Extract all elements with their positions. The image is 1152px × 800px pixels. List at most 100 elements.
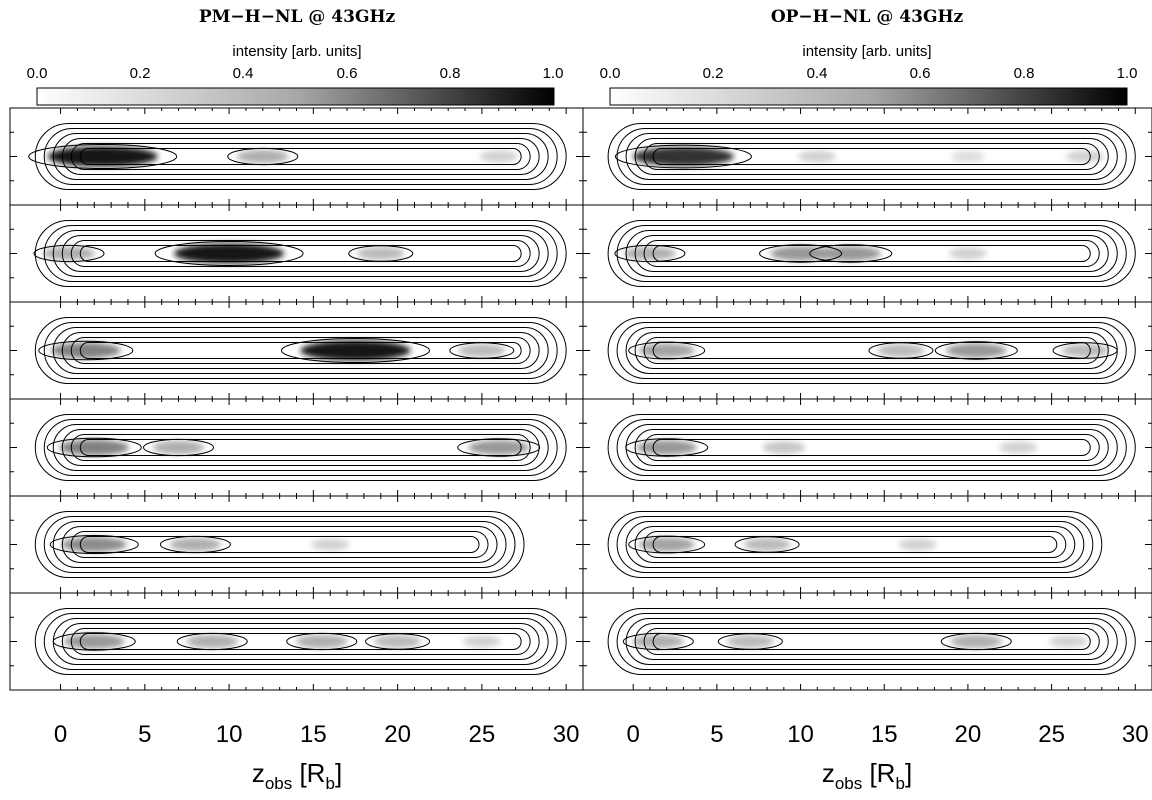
colorbar-tick-label: 0.2 bbox=[703, 65, 724, 82]
contour-line bbox=[940, 632, 1012, 651]
contour-line bbox=[52, 230, 549, 277]
x-tick-label: 15 bbox=[300, 721, 327, 748]
intensity-blob bbox=[638, 343, 695, 358]
intensity-blob bbox=[636, 440, 697, 455]
contour-line bbox=[634, 623, 1109, 660]
contour-line bbox=[868, 342, 934, 359]
right-colorbar-ticks: 0.0 0.2 0.4 0.6 0.8 1.0 bbox=[600, 65, 1138, 82]
x-tick-label: 20 bbox=[955, 721, 982, 748]
left-chart-title: PM−H−NL @ 43GHz bbox=[199, 7, 396, 27]
panel-ticks bbox=[583, 593, 1152, 690]
contour-line bbox=[28, 144, 178, 169]
intensity-blob bbox=[877, 344, 925, 357]
x-tick-label: 25 bbox=[469, 721, 496, 748]
intensity-blob bbox=[468, 440, 529, 455]
contour-line bbox=[652, 148, 1091, 165]
right-chart-title: OP−H−NL @ 43GHz bbox=[771, 7, 964, 27]
panel-ticks bbox=[10, 593, 583, 690]
intensity-blob bbox=[798, 150, 837, 163]
contour-line bbox=[809, 244, 893, 263]
intensity-blob bbox=[1066, 150, 1105, 163]
intensity-blob bbox=[946, 343, 1007, 358]
intensity-blob bbox=[174, 243, 285, 264]
contour-line bbox=[70, 531, 489, 558]
panel-ticks bbox=[583, 205, 1152, 302]
intensity-blob bbox=[43, 246, 95, 261]
contour-line bbox=[652, 342, 1091, 359]
x-tick-label: 5 bbox=[710, 721, 723, 748]
intensity-blob bbox=[357, 247, 405, 260]
map-panel bbox=[9, 398, 584, 497]
contour-line bbox=[457, 438, 541, 457]
map-panel bbox=[582, 107, 1152, 206]
contour-line bbox=[348, 245, 414, 262]
colorbar-tick-label: 1.0 bbox=[1117, 65, 1138, 82]
intensity-blob bbox=[169, 537, 222, 552]
intensity-blob bbox=[311, 538, 350, 551]
intensity-blob bbox=[458, 344, 506, 357]
panel-frame bbox=[9, 204, 584, 303]
contour-line bbox=[607, 317, 1136, 384]
contour-line bbox=[38, 340, 134, 361]
x-tick-label: 30 bbox=[553, 721, 580, 748]
intensity-blob bbox=[948, 247, 987, 260]
intensity-blob bbox=[51, 342, 121, 359]
contour-line bbox=[46, 437, 142, 458]
contour-line bbox=[607, 123, 1136, 190]
intensity-blob bbox=[152, 440, 205, 455]
contour-line bbox=[616, 322, 1127, 379]
contour-line bbox=[34, 511, 525, 578]
panel-ticks bbox=[10, 205, 583, 302]
contour-line bbox=[643, 434, 1100, 461]
map-panel bbox=[9, 301, 584, 400]
intensity-blob bbox=[762, 441, 806, 454]
x-tick-label: 15 bbox=[871, 721, 898, 748]
contour-line bbox=[43, 516, 516, 573]
contour-line bbox=[616, 225, 1127, 282]
contour-line bbox=[52, 133, 549, 180]
intensity-blob bbox=[479, 150, 518, 163]
contour-line bbox=[628, 341, 706, 360]
map-panel bbox=[9, 495, 584, 594]
x-tick-label: 30 bbox=[1122, 721, 1149, 748]
intensity-blob bbox=[64, 634, 125, 649]
contour-line bbox=[49, 535, 139, 554]
right-colorbar-label: intensity [arb. units] bbox=[802, 43, 931, 60]
contour-line bbox=[1052, 342, 1118, 359]
contour-line bbox=[365, 633, 431, 650]
map-panel bbox=[582, 301, 1152, 400]
contour-line bbox=[34, 220, 567, 287]
intensity-blob bbox=[186, 634, 238, 649]
contour-line bbox=[625, 133, 1118, 180]
intensity-blob bbox=[61, 537, 127, 552]
x-tick-label: 10 bbox=[216, 721, 243, 748]
contour-line bbox=[34, 414, 567, 481]
contour-line bbox=[643, 337, 1100, 364]
intensity-blob bbox=[296, 634, 348, 649]
colorbar-tick-label: 0.6 bbox=[910, 65, 931, 82]
contour-line bbox=[717, 633, 783, 650]
map-panel bbox=[582, 495, 1152, 594]
x-tick-label: 20 bbox=[384, 721, 411, 748]
contour-line bbox=[176, 632, 248, 651]
intensity-blob bbox=[950, 634, 1003, 649]
contour-line bbox=[43, 419, 558, 476]
intensity-blob bbox=[300, 340, 411, 361]
contour-line bbox=[607, 511, 1103, 578]
contour-line bbox=[61, 235, 540, 272]
contour-line bbox=[79, 439, 522, 456]
colorbar-tick-label: 0.8 bbox=[440, 65, 461, 82]
contour-line bbox=[143, 438, 215, 457]
intensity-blob bbox=[638, 537, 695, 552]
contour-line bbox=[34, 123, 567, 190]
contour-line bbox=[70, 143, 531, 170]
intensity-blob bbox=[898, 538, 937, 551]
map-panel bbox=[9, 592, 584, 691]
contour-line bbox=[643, 143, 1100, 170]
intensity-blob bbox=[462, 635, 501, 648]
contour-line bbox=[34, 608, 567, 675]
contour-line bbox=[634, 526, 1076, 563]
intensity-blob bbox=[624, 246, 676, 261]
contour-line bbox=[643, 628, 1100, 655]
